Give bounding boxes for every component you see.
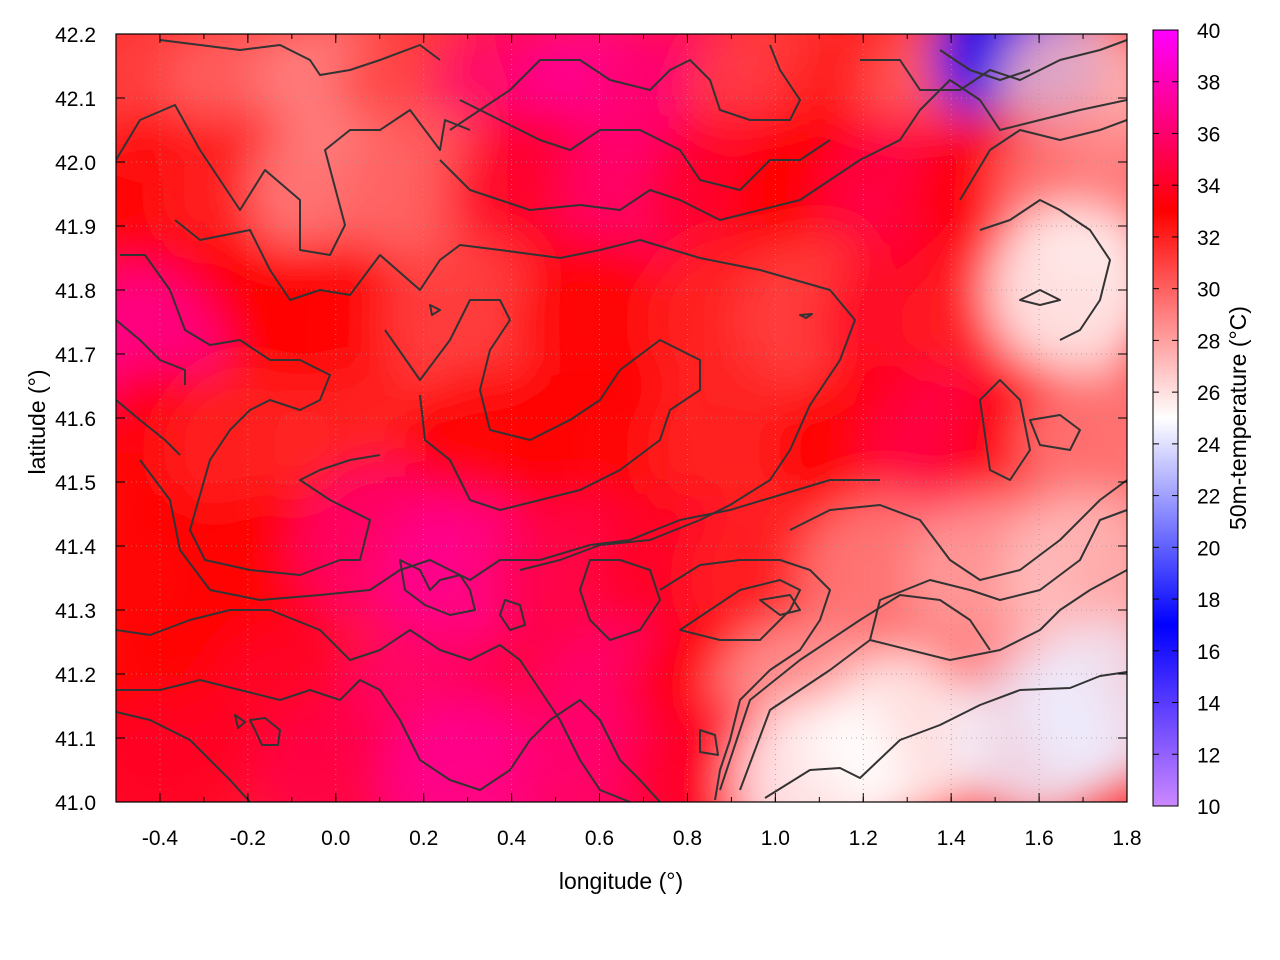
- colorbar-tick-label: 12: [1197, 744, 1220, 767]
- colorbar-tick-label: 10: [1197, 796, 1220, 819]
- temperature-sample: [998, 493, 1127, 663]
- contour-line: [429, 304, 441, 316]
- contour-line: [139, 459, 880, 601]
- contour-line: [979, 379, 1031, 481]
- contour-line: [1029, 414, 1081, 451]
- x-tick-label: 0.6: [585, 827, 614, 850]
- x-tick-label: 0.2: [409, 827, 438, 850]
- contour-line: [679, 579, 801, 641]
- temperature-sample: [646, 365, 817, 535]
- temperature-sample: [382, 237, 553, 407]
- temperature-sample: [989, 205, 1127, 375]
- contour-line: [939, 49, 1031, 81]
- colorbar-tick-label: 32: [1197, 227, 1220, 250]
- y-tick-label: 41.5: [55, 472, 96, 495]
- x-axis: -0.4 -0.2 0.0 0.2 0.4 0.6 0.8 1.0 1.2 1.4 1.6 1.8: [115, 34, 1142, 850]
- temperature-sample: [1020, 365, 1127, 535]
- y-tick-label: 42.1: [55, 88, 96, 111]
- colorbar-tick-label: 30: [1197, 279, 1220, 302]
- colorbar-tick-label: 20: [1197, 537, 1220, 560]
- temperature-sample: [382, 697, 553, 802]
- colorbar-tick-label: 34: [1197, 175, 1221, 198]
- temperature-sample: [250, 237, 421, 407]
- contour-line: [159, 39, 441, 76]
- x-tick-label: 1.8: [1112, 827, 1141, 850]
- x-tick-label: 1.6: [1024, 827, 1053, 850]
- contour-lines: [116, 39, 1127, 802]
- contour-line: [979, 199, 1111, 341]
- x-tick-label: 0.4: [497, 827, 527, 850]
- temperature-sample: [514, 237, 685, 407]
- x-tick-label: -0.4: [142, 827, 179, 850]
- colorbar-tick-label: 16: [1197, 641, 1220, 664]
- y-tick-label: 41.7: [55, 344, 96, 367]
- colorbar-tick-label: 14: [1197, 693, 1221, 716]
- x-tick-label: -0.2: [230, 827, 266, 850]
- colorbar-axis: 10 12 14 16 18 20 22 24 26 28 30 32 34 36 38 40: [1153, 20, 1221, 819]
- contour-line: [869, 569, 1127, 661]
- y-tick-label: 41.0: [55, 792, 96, 815]
- colorbar-tick-label: 24: [1197, 434, 1221, 457]
- contour-line: [116, 711, 251, 802]
- colorbar-label: 50m-temperature (°C): [1225, 306, 1251, 530]
- y-tick-label: 41.2: [55, 664, 96, 687]
- y-tick-label: 41.4: [55, 536, 96, 559]
- y-tick-label: 42.0: [55, 152, 96, 175]
- contour-line: [799, 313, 813, 319]
- colorbar-tick-label: 38: [1197, 72, 1220, 95]
- contour-line: [234, 714, 246, 729]
- contour-line: [860, 39, 1127, 91]
- x-tick-label: 0.8: [673, 827, 702, 850]
- contour-line: [116, 399, 181, 456]
- contour-line: [120, 254, 381, 576]
- contour-line: [249, 717, 281, 746]
- colorbar-tick-label: 26: [1197, 382, 1220, 405]
- contour-line: [116, 679, 661, 802]
- contour-line: [789, 479, 1127, 581]
- contour-line: [579, 559, 661, 641]
- contour-line: [764, 671, 1127, 799]
- y-tick-label: 41.3: [55, 600, 96, 623]
- contour-line: [439, 79, 1127, 221]
- contour-line: [499, 599, 526, 631]
- temperature-sample: [1020, 621, 1127, 791]
- colorbar-tick-label: 28: [1197, 330, 1220, 353]
- x-tick-label: 1.2: [849, 827, 878, 850]
- x-tick-label: 0.0: [321, 827, 350, 850]
- y-tick-label: 41.6: [55, 408, 96, 431]
- y-tick-label: 42.2: [55, 24, 96, 47]
- colorbar: [1152, 29, 1179, 807]
- colorbar-tick-label: 40: [1197, 20, 1220, 43]
- y-tick-label: 41.8: [55, 280, 96, 303]
- temperature-sample: [116, 697, 245, 802]
- contour-line: [1019, 289, 1061, 306]
- y-axis: 41.0 41.1 41.2 41.3 41.4 41.5 41.6 41.7 41.8 41.9…: [55, 24, 1127, 815]
- y-tick-label: 41.1: [55, 728, 96, 751]
- x-tick-label: 1.4: [937, 827, 967, 850]
- colorbar-tick-label: 36: [1197, 123, 1220, 146]
- y-axis-label: latitude (°): [24, 369, 50, 474]
- x-tick-label: 1.0: [761, 827, 790, 850]
- contour-line: [959, 119, 1127, 201]
- contour-line: [449, 44, 801, 131]
- contour-line: [659, 559, 831, 801]
- y-tick-label: 41.9: [55, 216, 96, 239]
- contour-line: [739, 509, 1127, 791]
- colorbar-tick-label: 18: [1197, 589, 1220, 612]
- contour-line: [174, 219, 856, 571]
- contour-line: [459, 99, 831, 191]
- contour-line: [699, 729, 719, 756]
- grid-lines: [116, 34, 1127, 802]
- contour-line: [116, 319, 186, 385]
- contour-line: [399, 559, 476, 616]
- contour-line: [116, 609, 631, 802]
- contour-line: [116, 104, 471, 256]
- colorbar-tick-label: 22: [1197, 486, 1220, 509]
- contour-line: [719, 594, 991, 791]
- contour-line: [384, 299, 701, 511]
- x-axis-label: longitude (°): [559, 868, 683, 894]
- contour-line: [759, 594, 801, 616]
